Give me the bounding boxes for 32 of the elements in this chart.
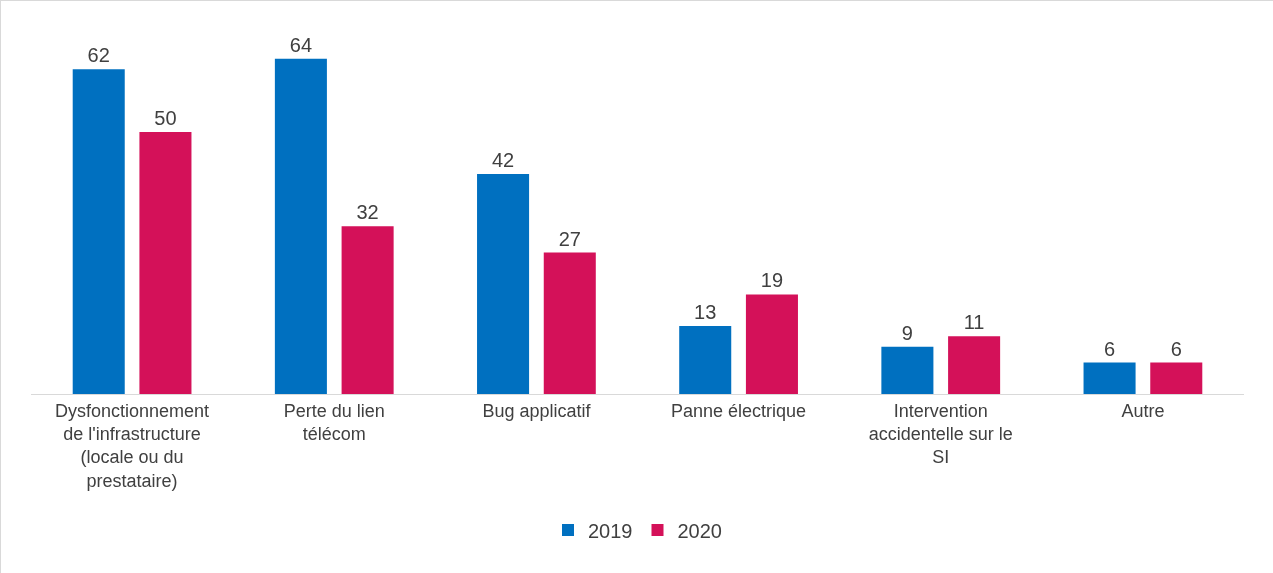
data-label: 27: [558, 227, 581, 250]
bar: [745, 294, 798, 394]
data-label: 11: [963, 311, 985, 334]
data-label: 19: [760, 269, 784, 292]
x-tick-label: Perte du lien télécom: [283, 400, 385, 444]
data-label: 62: [87, 44, 110, 67]
x-tick-label: Intervention accidentelle sur le SI: [868, 400, 1013, 468]
data-label: 50: [154, 107, 177, 130]
x-tick-label: Dysfonctionnement de l'infrastructure (locale ou du prestataire): [55, 400, 210, 491]
x-tick-label: Autre: [1121, 400, 1165, 421]
bar: [948, 336, 1001, 394]
legend-label: 2020: [677, 519, 722, 542]
bar: [341, 226, 394, 394]
data-label: 32: [356, 201, 379, 224]
bar: [139, 132, 192, 394]
bar: [477, 173, 530, 394]
data-label: 6: [1170, 337, 1182, 360]
bar: [1083, 362, 1136, 394]
data-label: 42: [491, 148, 515, 171]
bar: [543, 252, 596, 394]
bar: [72, 69, 125, 394]
data-label: 13: [694, 300, 717, 323]
legend-label: 2019: [588, 519, 633, 542]
bar: [881, 346, 934, 394]
x-tick-label: Panne électrique: [671, 400, 807, 421]
x-tick-label: Bug applicatif: [482, 400, 592, 421]
bar: [679, 325, 732, 394]
bar: [274, 58, 327, 394]
data-label: 6: [1104, 337, 1116, 360]
bar: [1150, 362, 1203, 394]
data-label: 64: [289, 33, 313, 56]
data-label: 9: [901, 321, 913, 344]
